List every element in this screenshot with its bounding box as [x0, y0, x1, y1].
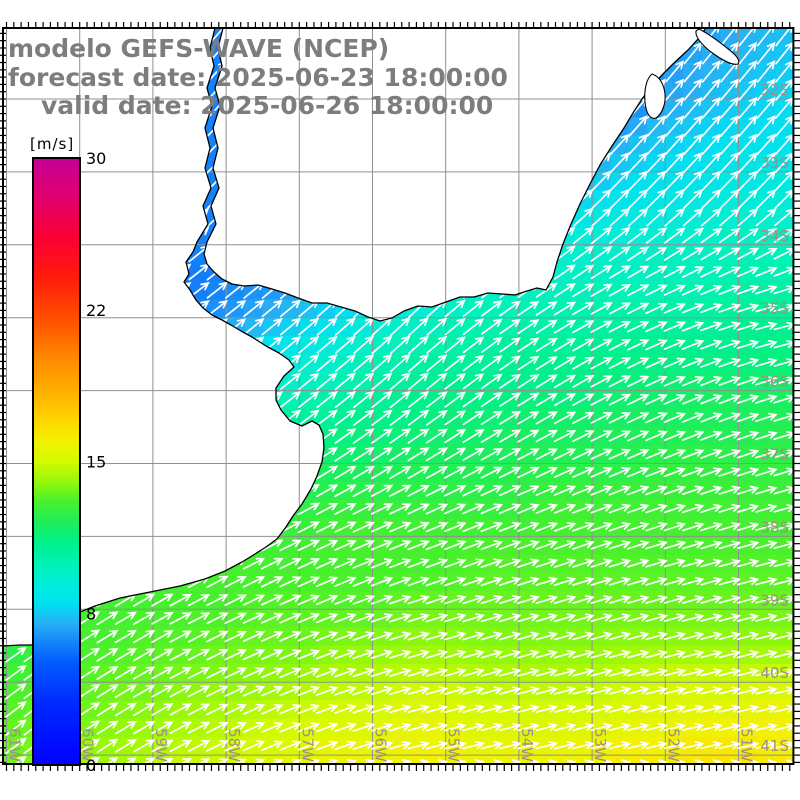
valid-date-line: valid date: 2025-06-26 18:00:00 — [41, 91, 493, 120]
colorbar-unit-label: [m/s] — [30, 135, 74, 153]
lat-label-32S: 32S — [760, 81, 789, 99]
coastline-path — [203, 27, 707, 322]
lat-label-40S: 40S — [760, 664, 789, 682]
colorbar-tick-15: 15 — [86, 453, 106, 472]
colorbar-tick-0: 0 — [86, 756, 96, 775]
colorbar-tick-labels: 30 22 15 8 0 — [86, 149, 106, 775]
colorbar-gradient-bar — [32, 157, 81, 766]
lon-label-59W: 59W — [152, 728, 170, 762]
coastline-path — [2, 27, 325, 647]
colorbar-tick-30: 30 — [86, 149, 106, 168]
lon-label-55W: 55W — [445, 728, 463, 762]
lat-label-37S: 37S — [760, 446, 789, 464]
lat-label-34S: 34S — [760, 227, 789, 245]
coastline-path — [644, 73, 666, 119]
colorbar-tick-22: 22 — [86, 301, 106, 320]
lat-label-35S: 35S — [760, 300, 789, 318]
lon-label-54W: 54W — [518, 728, 536, 762]
latitude-labels: 32S 33S 34S 35S 36S 37S 38S 39S 40S 41S — [760, 81, 789, 755]
lat-lon-gridlines — [3, 28, 794, 764]
lat-label-36S: 36S — [760, 373, 789, 391]
model-title: modelo GEFS-WAVE (NCEP) — [8, 34, 389, 63]
lat-label-41S: 41S — [760, 737, 789, 755]
lon-label-53W: 53W — [591, 728, 609, 762]
lon-label-51W: 51W — [738, 728, 756, 762]
map-frame — [2, 27, 795, 765]
lat-label-39S: 39S — [760, 591, 789, 609]
plot-title-block: modelo GEFS-WAVE (NCEP) forecast date: 2… — [8, 34, 508, 120]
coastline-path — [695, 28, 740, 65]
lon-label-52W: 52W — [664, 728, 682, 762]
colorbar-legend: [m/s] 30 22 15 8 0 — [30, 135, 106, 775]
coastline — [2, 27, 740, 647]
lon-label-60W: 60W — [79, 728, 97, 762]
lon-label-61W: 61W — [6, 728, 24, 762]
colorbar-tick-8: 8 — [86, 604, 96, 623]
lat-label-33S: 33S — [760, 154, 789, 172]
longitude-labels: 61W 60W 59W 58W 57W 56W 55W 54W 53W 52W 51W — [6, 728, 756, 762]
lon-label-57W: 57W — [298, 728, 316, 762]
lat-label-38S: 38S — [760, 518, 789, 536]
lon-label-56W: 56W — [372, 728, 390, 762]
forecast-date-line: forecast date: 2025-06-23 18:00:00 — [8, 63, 508, 92]
lon-label-58W: 58W — [225, 728, 243, 762]
